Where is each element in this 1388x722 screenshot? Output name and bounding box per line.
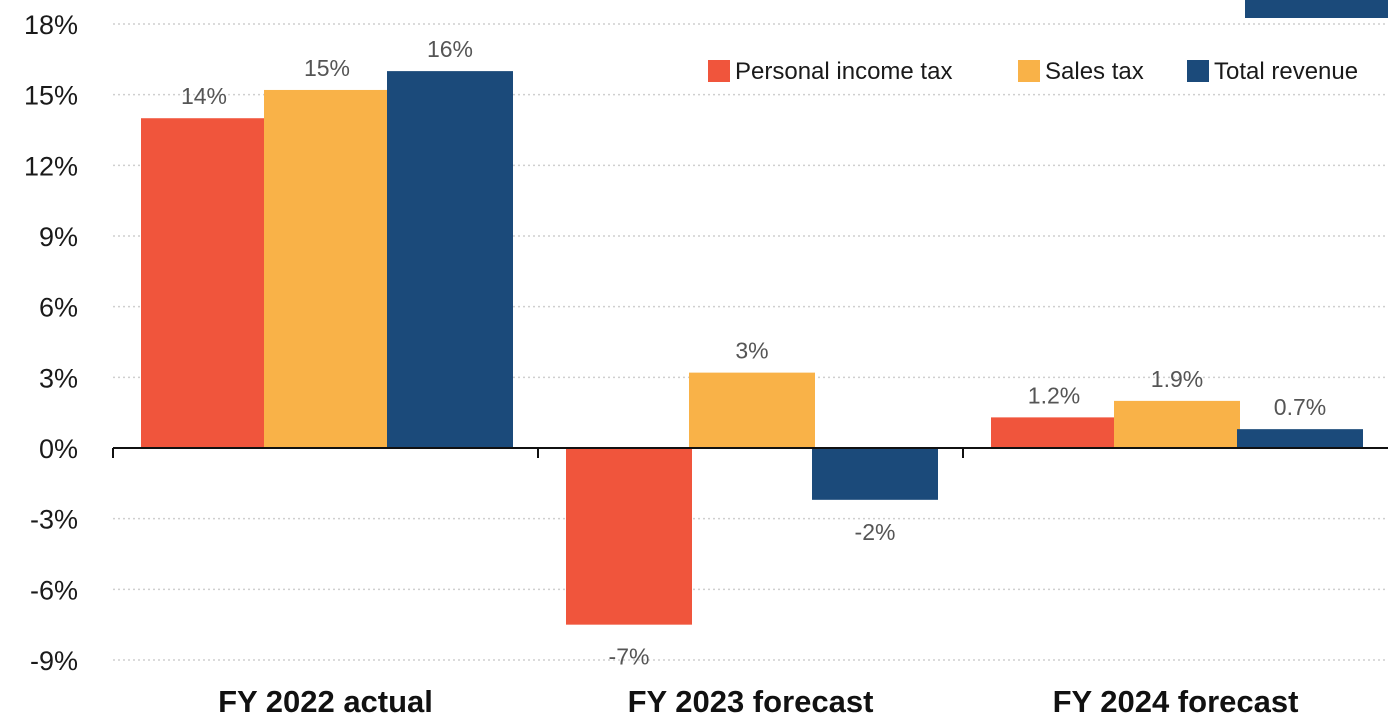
y-tick-label: 15% — [24, 81, 78, 111]
data-label: 0.7% — [1274, 394, 1326, 420]
data-label: -7% — [609, 644, 650, 670]
legend-label: Personal income tax — [735, 58, 952, 85]
y-tick-label: 18% — [24, 10, 78, 40]
data-label: 1.9% — [1151, 366, 1203, 392]
legend-swatch — [708, 60, 730, 82]
bar — [1237, 429, 1363, 448]
category-label: FY 2022 actual — [218, 684, 433, 719]
legend-label: Total revenue — [1214, 58, 1358, 85]
y-tick-label: 12% — [24, 151, 78, 181]
legend-label: Sales tax — [1045, 58, 1144, 85]
bar — [141, 118, 267, 448]
category-label: FY 2023 forecast — [628, 684, 874, 719]
y-tick-label: -9% — [30, 646, 78, 676]
y-tick-label: 3% — [39, 363, 78, 393]
data-label: 15% — [304, 55, 350, 81]
data-label: 1.2% — [1028, 382, 1080, 408]
bar — [1114, 401, 1240, 448]
legend-swatch — [1018, 60, 1040, 82]
y-tick-label: -3% — [30, 505, 78, 535]
data-label: 3% — [735, 338, 768, 364]
bar — [264, 90, 390, 448]
y-tick-label: 0% — [39, 434, 78, 464]
legend-swatch — [1187, 60, 1209, 82]
data-label: 14% — [181, 83, 227, 109]
data-label: -2% — [855, 519, 896, 545]
category-label: FY 2024 forecast — [1053, 684, 1299, 719]
y-tick-label: 9% — [39, 222, 78, 252]
data-label: 16% — [427, 36, 473, 62]
bar — [566, 448, 692, 625]
bar — [689, 373, 815, 448]
bar — [812, 448, 938, 500]
y-tick-label: -6% — [30, 575, 78, 605]
bar — [387, 71, 513, 448]
y-tick-label: 6% — [39, 293, 78, 323]
bar — [991, 417, 1117, 448]
